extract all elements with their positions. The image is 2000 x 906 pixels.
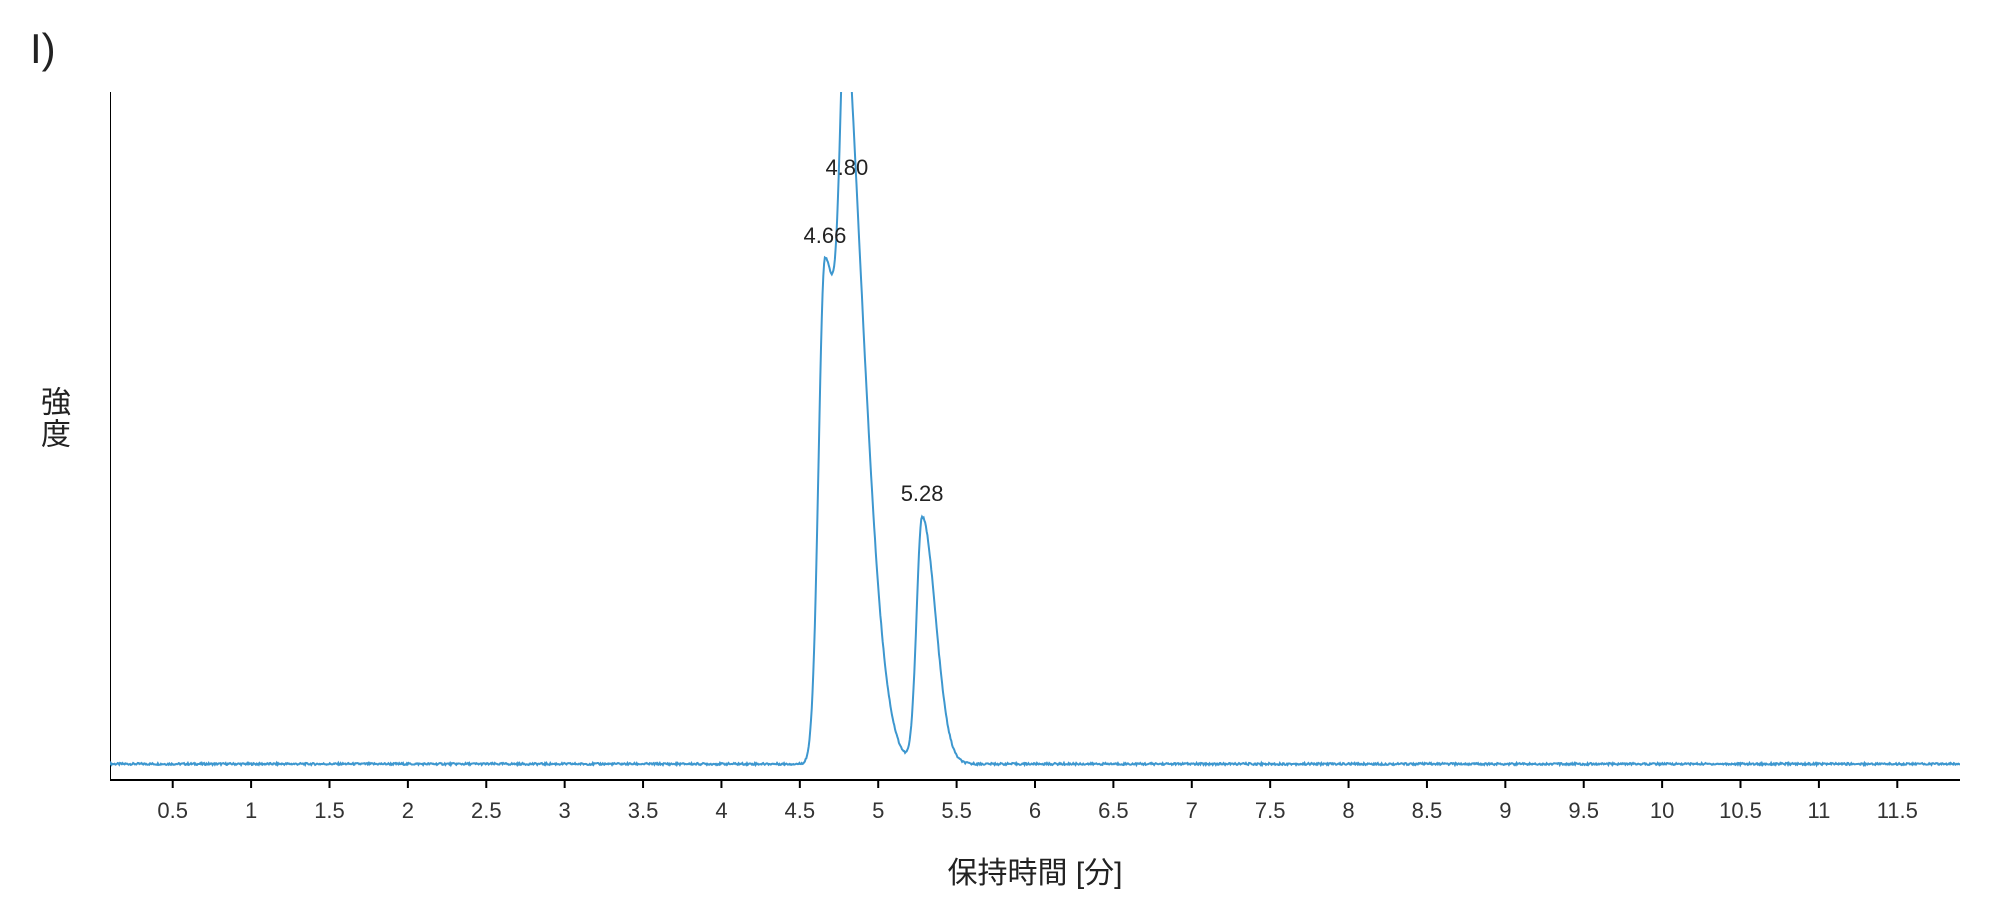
x-tick-label: 1 — [245, 798, 257, 824]
x-tick-label: 1.5 — [314, 798, 345, 824]
x-tick-label: 9 — [1499, 798, 1511, 824]
x-tick-label: 10.5 — [1719, 798, 1762, 824]
x-tick-label: 11 — [1807, 798, 1830, 824]
x-tick-label: 11.5 — [1877, 798, 1918, 824]
panel-label: I) — [30, 25, 56, 73]
x-tick-label: 2 — [402, 798, 414, 824]
x-tick-label: 2.5 — [471, 798, 502, 824]
x-tick-label: 8.5 — [1412, 798, 1443, 824]
x-tick-label: 0.5 — [157, 798, 188, 824]
x-tick-label: 4.5 — [785, 798, 816, 824]
chart-area — [110, 92, 1960, 780]
x-tick-label: 5 — [872, 798, 884, 824]
y-axis-label: 強度 — [30, 386, 74, 450]
chromatogram-svg — [110, 92, 1960, 800]
x-tick-label: 6.5 — [1098, 798, 1129, 824]
x-tick-label: 7.5 — [1255, 798, 1286, 824]
x-tick-label: 8 — [1342, 798, 1354, 824]
chromatogram-figure: I) 強度 保持時間 [分] 0.511.522.533.544.555.566… — [0, 0, 2000, 906]
x-tick-label: 10 — [1650, 798, 1674, 824]
x-tick-label: 6 — [1029, 798, 1041, 824]
x-tick-label: 7 — [1186, 798, 1198, 824]
peak-label: 5.28 — [901, 481, 944, 507]
x-tick-label: 5.5 — [941, 798, 972, 824]
chromatogram-trace — [110, 92, 1960, 765]
peak-label: 4.80 — [825, 155, 868, 181]
x-tick-label: 3 — [559, 798, 571, 824]
x-tick-label: 3.5 — [628, 798, 659, 824]
peak-label: 4.66 — [803, 223, 846, 249]
x-axis-label: 保持時間 [分] — [947, 848, 1122, 892]
x-tick-label: 9.5 — [1568, 798, 1599, 824]
x-tick-label: 4 — [715, 798, 727, 824]
